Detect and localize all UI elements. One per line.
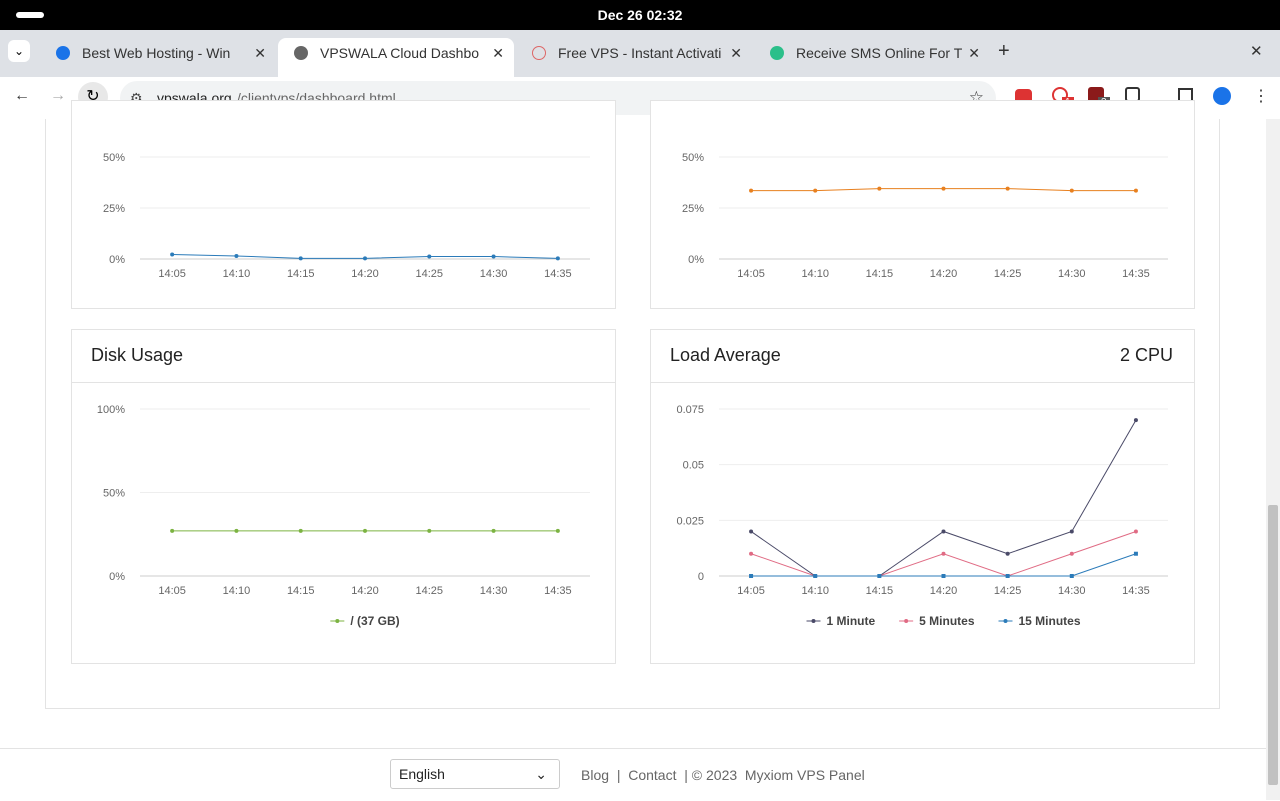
forward-button[interactable]: →	[50, 87, 66, 104]
footer-links: Blog | Contact | © 2023 Myxiom VPS Panel	[581, 767, 865, 783]
tab-title: Best Web Hosting - Win	[82, 45, 231, 61]
tab[interactable]: Receive SMS Online For T ✕	[754, 38, 990, 77]
tab-search[interactable]: ⌄	[8, 40, 30, 62]
footer: English ⌄ Blog | Contact | © 2023 Myxiom …	[0, 748, 1266, 801]
chart-card	[71, 100, 616, 309]
footer-copyright: | © 2023 Myxiom VPS Panel	[684, 767, 865, 783]
profile[interactable]	[1213, 87, 1231, 105]
menu[interactable]: ⋮	[1253, 88, 1269, 105]
workspace-indicator	[16, 12, 44, 18]
close-window[interactable]: ✕	[1250, 43, 1263, 60]
new-tab[interactable]: +	[998, 40, 1010, 62]
language-select[interactable]: English ⌄	[390, 759, 560, 789]
system-bar: Dec 26 02:32	[0, 0, 1280, 30]
scrollbar-thumb[interactable]	[1268, 505, 1278, 785]
tab[interactable]: Free VPS - Instant Activati ✕	[516, 38, 752, 77]
tab[interactable]: Best Web Hosting - Win ✕	[40, 38, 276, 77]
chart-card	[71, 329, 616, 664]
dashboard-panel	[45, 119, 1220, 709]
tab-title: VPSWALA Cloud Dashbo	[320, 45, 480, 61]
chart-card	[650, 100, 1195, 309]
back-button[interactable]: ←	[14, 87, 30, 104]
tab-strip: ⌄ Best Web Hosting - Win ✕ VPSWALA Cloud …	[0, 30, 1280, 77]
footer-link[interactable]: Contact	[628, 767, 677, 783]
tab[interactable]: VPSWALA Cloud Dashbo ✕	[278, 38, 514, 77]
footer-link[interactable]: Blog	[581, 767, 610, 783]
clock: Dec 26 02:32	[597, 7, 683, 23]
footer-separator: |	[616, 767, 621, 783]
tab-title: Receive SMS Online For T	[796, 45, 963, 61]
tab-title: Free VPS - Instant Activati	[558, 45, 722, 61]
chart-card	[650, 329, 1195, 664]
language: English	[399, 766, 445, 782]
